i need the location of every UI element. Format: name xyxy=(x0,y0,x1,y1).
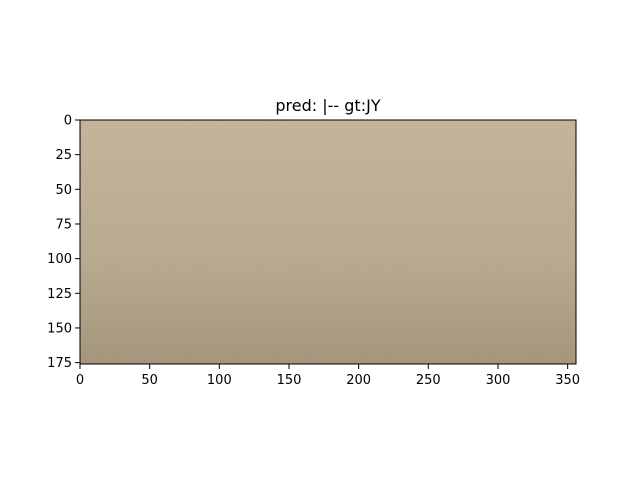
plot-area xyxy=(79,119,577,365)
y-tick-label: 175 xyxy=(47,356,72,371)
x-tick-label: 350 xyxy=(555,373,580,388)
x-tick-label: 200 xyxy=(346,373,371,388)
image-noise xyxy=(80,120,576,364)
x-tick-label: 0 xyxy=(76,373,84,388)
y-axis: 0 25 50 75 100 125 150 175 xyxy=(47,114,80,371)
x-axis: 0 50 100 150 200 250 300 350 xyxy=(76,364,580,388)
y-tick-label: 50 xyxy=(55,183,72,198)
y-tick-label: 75 xyxy=(55,217,72,232)
y-tick-label: 125 xyxy=(47,287,72,302)
plot-frame xyxy=(79,119,577,365)
x-tick-label: 250 xyxy=(416,373,441,388)
x-tick-label: 300 xyxy=(486,373,511,388)
y-tick-label: 100 xyxy=(47,252,72,267)
y-tick-label: 150 xyxy=(47,321,72,336)
y-tick-label: 0 xyxy=(64,114,72,129)
x-tick-label: 50 xyxy=(141,373,158,388)
y-tick-label: 25 xyxy=(55,148,72,163)
chart-title: pred: |-- gt:JY xyxy=(275,96,380,115)
x-tick-label: 100 xyxy=(207,373,232,388)
x-tick-label: 150 xyxy=(277,373,302,388)
